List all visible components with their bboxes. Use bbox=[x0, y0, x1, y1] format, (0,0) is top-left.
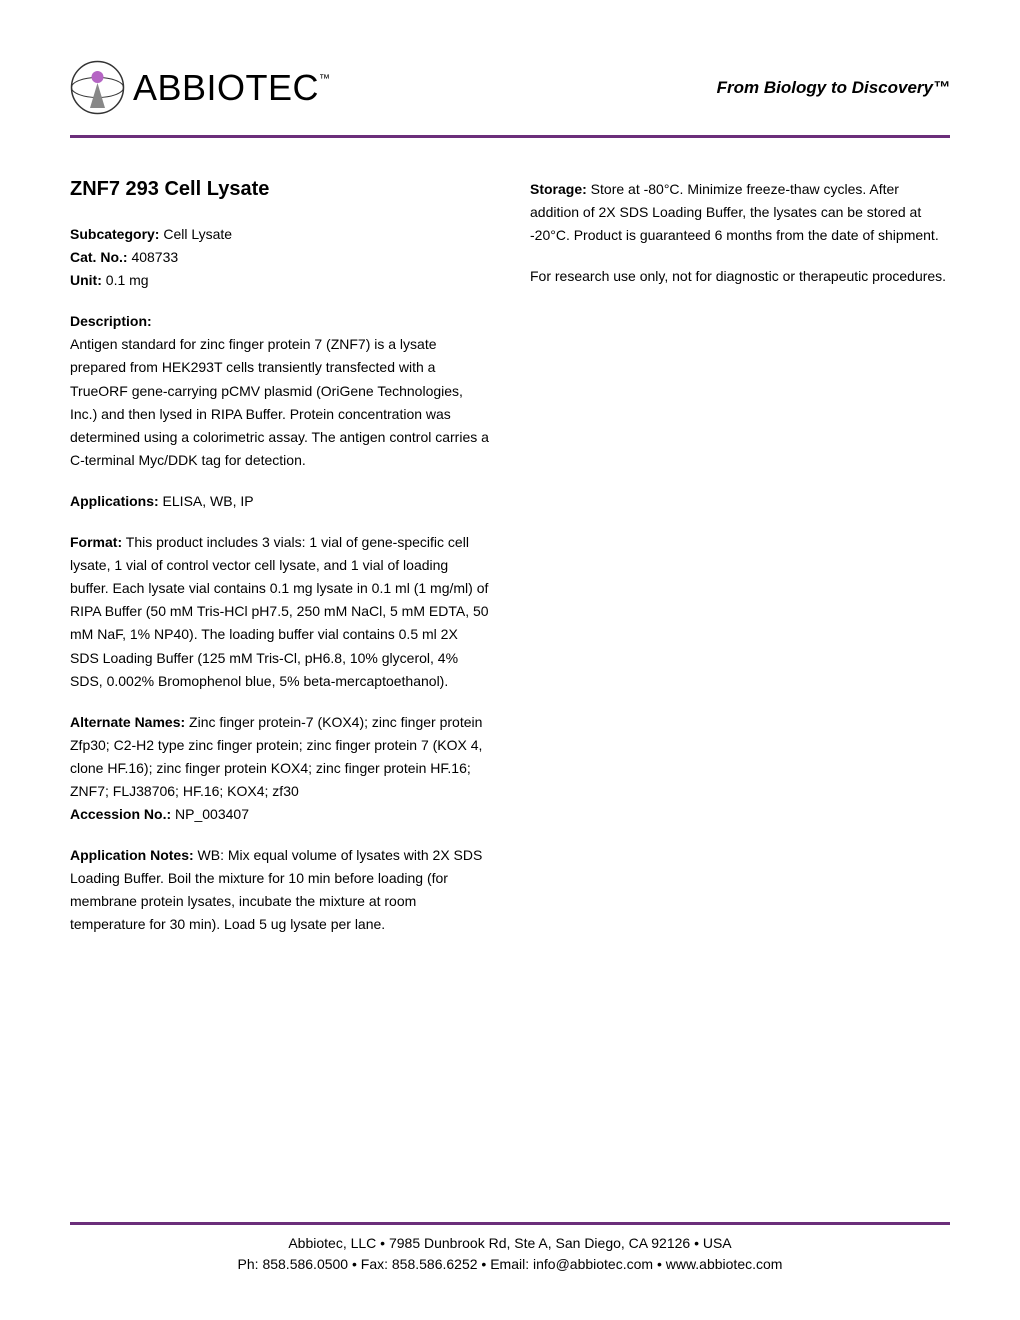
appnotes-block: Application Notes: WB: Mix equal volume … bbox=[70, 844, 490, 936]
storage-label: Storage: bbox=[530, 181, 587, 197]
catno-label: Cat. No.: bbox=[70, 249, 128, 265]
accession-label: Accession No.: bbox=[70, 806, 171, 822]
altnames-label: Alternate Names: bbox=[70, 714, 185, 730]
format-value: This product includes 3 vials: 1 vial of… bbox=[70, 534, 489, 689]
subcategory-value: Cell Lysate bbox=[159, 226, 232, 242]
company-logo-icon bbox=[70, 60, 125, 115]
header-divider bbox=[70, 135, 950, 138]
product-title: ZNF7 293 Cell Lysate bbox=[70, 178, 490, 201]
right-column: Storage: Store at -80°C. Minimize freeze… bbox=[530, 178, 950, 955]
format-label: Format: bbox=[70, 534, 122, 550]
footer-address: Abbiotec, LLC • 7985 Dunbrook Rd, Ste A,… bbox=[70, 1233, 950, 1254]
trademark-symbol: ™ bbox=[319, 73, 330, 85]
catno-value: 408733 bbox=[128, 249, 179, 265]
storage-block: Storage: Store at -80°C. Minimize freeze… bbox=[530, 178, 950, 247]
applications-label: Applications: bbox=[70, 493, 159, 509]
company-name-text: ABBIOTEC bbox=[133, 67, 319, 108]
accession-block: Accession No.: NP_003407 bbox=[70, 803, 490, 826]
applications-block: Applications: ELISA, WB, IP bbox=[70, 490, 490, 513]
company-name: ABBIOTEC™ bbox=[133, 67, 330, 109]
unit-label: Unit: bbox=[70, 272, 102, 288]
left-column: ZNF7 293 Cell Lysate Subcategory: Cell L… bbox=[70, 178, 490, 955]
description-label: Description: bbox=[70, 313, 152, 329]
tagline: From Biology to Discovery™ bbox=[717, 78, 950, 98]
basic-info: Subcategory: Cell Lysate Cat. No.: 40873… bbox=[70, 223, 490, 292]
appnotes-label: Application Notes: bbox=[70, 847, 194, 863]
accession-value: NP_003407 bbox=[171, 806, 249, 822]
footer: Abbiotec, LLC • 7985 Dunbrook Rd, Ste A,… bbox=[70, 1233, 950, 1275]
header: ABBIOTEC™ From Biology to Discovery™ bbox=[70, 60, 950, 115]
footer-divider bbox=[70, 1222, 950, 1225]
description-text: Antigen standard for zinc finger protein… bbox=[70, 336, 489, 467]
disclaimer: For research use only, not for diagnosti… bbox=[530, 265, 950, 288]
description-block: Description: Antigen standard for zinc f… bbox=[70, 310, 490, 472]
format-block: Format: This product includes 3 vials: 1… bbox=[70, 531, 490, 693]
subcategory-label: Subcategory: bbox=[70, 226, 159, 242]
content-area: ZNF7 293 Cell Lysate Subcategory: Cell L… bbox=[70, 178, 950, 955]
storage-value: Store at -80°C. Minimize freeze-thaw cyc… bbox=[530, 181, 939, 243]
altnames-block: Alternate Names: Zinc finger protein-7 (… bbox=[70, 711, 490, 803]
logo-container: ABBIOTEC™ bbox=[70, 60, 330, 115]
footer-contact: Ph: 858.586.0500 • Fax: 858.586.6252 • E… bbox=[70, 1254, 950, 1275]
applications-value: ELISA, WB, IP bbox=[159, 493, 254, 509]
unit-value: 0.1 mg bbox=[102, 272, 149, 288]
